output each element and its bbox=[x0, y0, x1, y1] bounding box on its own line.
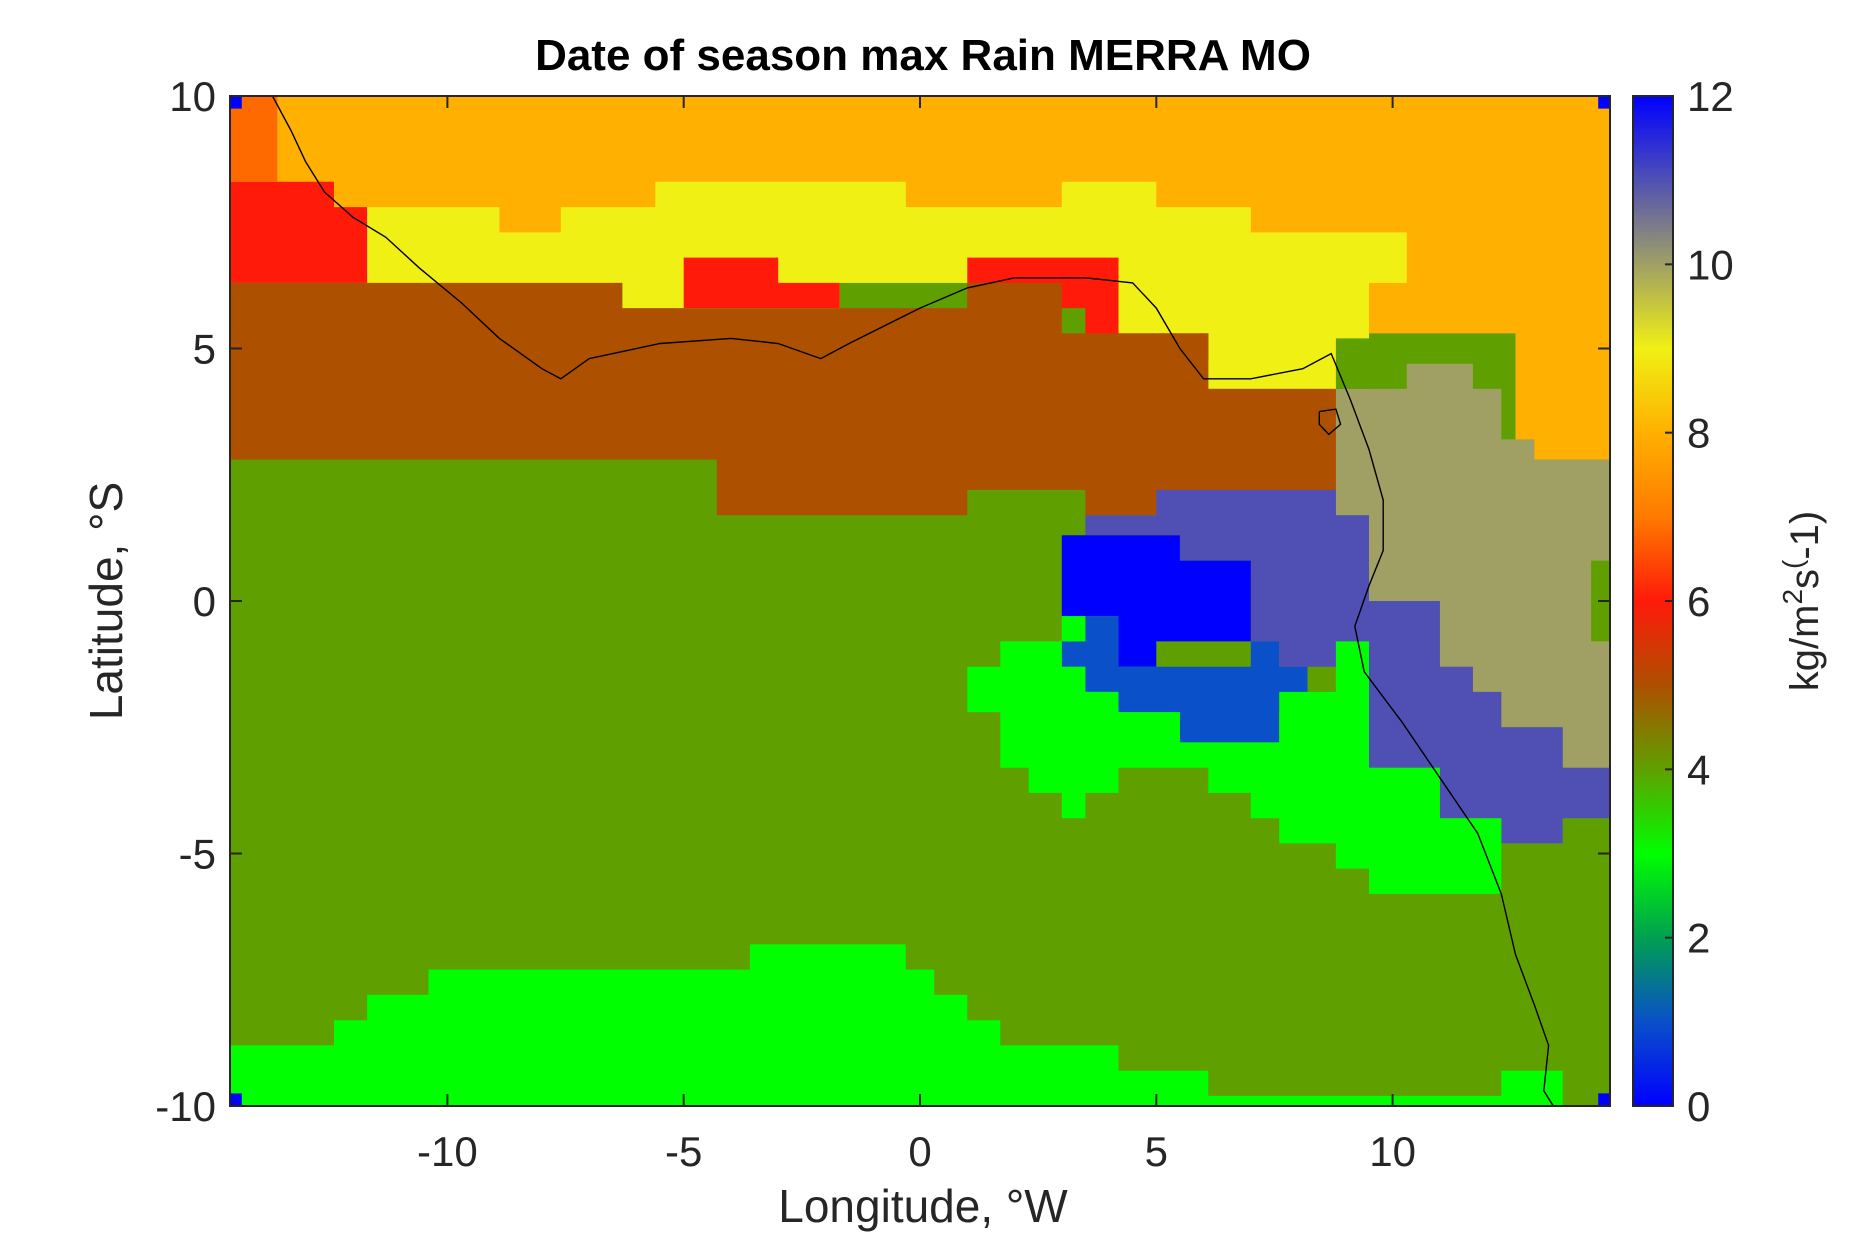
colorbar-tick-label: 0 bbox=[1687, 1083, 1710, 1130]
heatmap-region-6 bbox=[230, 282, 1369, 516]
heatmap-region-4 bbox=[683, 257, 840, 309]
heatmap-region-9 bbox=[1061, 535, 1251, 667]
heatmap-region-2 bbox=[230, 181, 368, 283]
heatmap-region-13 bbox=[230, 944, 1563, 1106]
island-outline bbox=[1318, 408, 1342, 436]
colorbar-tick-label: 4 bbox=[1687, 746, 1710, 793]
colorbar-ticks: 0 2 4 6 8 10 12 bbox=[1665, 73, 1734, 1130]
colorbar-tick-label: 10 bbox=[1687, 241, 1734, 288]
heatmap-region-5 bbox=[967, 257, 1209, 359]
y-tick-label: 0 bbox=[193, 578, 216, 625]
x-tick-label: 10 bbox=[1369, 1128, 1416, 1175]
colorbar-tick-label: 8 bbox=[1687, 410, 1710, 457]
coastline bbox=[271, 96, 1554, 1106]
heatmap-region-17 bbox=[230, 1093, 242, 1106]
y-axis-label: Latitude, °S bbox=[80, 482, 132, 720]
heatmap-regions bbox=[230, 96, 1610, 1106]
x-tick-label: -10 bbox=[417, 1128, 478, 1175]
x-tick-label: -5 bbox=[665, 1128, 702, 1175]
coastline-path bbox=[271, 96, 1554, 1106]
heatmap-region-10 bbox=[1061, 616, 1308, 743]
x-axis: -10 -5 0 5 10 bbox=[417, 96, 1416, 1175]
x-axis-label: Longitude, °W bbox=[778, 1180, 1068, 1232]
heatmap-region-1 bbox=[367, 181, 1407, 389]
heatmap-region-15 bbox=[230, 96, 242, 109]
x-tick-label: 5 bbox=[1145, 1128, 1168, 1175]
heatmap-region-18 bbox=[1598, 1093, 1610, 1106]
heatmap-region-7 bbox=[1335, 363, 1610, 768]
y-tick-label: -5 bbox=[179, 831, 216, 878]
colorbar-label: kg/m2s(-1) bbox=[1777, 511, 1827, 691]
chart-title: Date of season max Rain MERRA MO bbox=[535, 31, 1311, 80]
y-tick-label: -10 bbox=[155, 1083, 216, 1130]
colorbar-tick-label: 2 bbox=[1687, 915, 1710, 962]
heatmap-region-16 bbox=[1598, 96, 1610, 109]
y-tick-label: 5 bbox=[193, 326, 216, 373]
colorbar-tick-label: 6 bbox=[1687, 578, 1710, 625]
x-tick-label: 0 bbox=[908, 1128, 931, 1175]
y-axis: -10 -5 0 5 10 bbox=[155, 73, 1610, 1130]
y-tick-label: 10 bbox=[169, 73, 216, 120]
heatmap-region-12 bbox=[967, 616, 1502, 894]
heatmap-region-3 bbox=[230, 96, 278, 182]
colorbar-tick-label: 12 bbox=[1687, 73, 1734, 120]
